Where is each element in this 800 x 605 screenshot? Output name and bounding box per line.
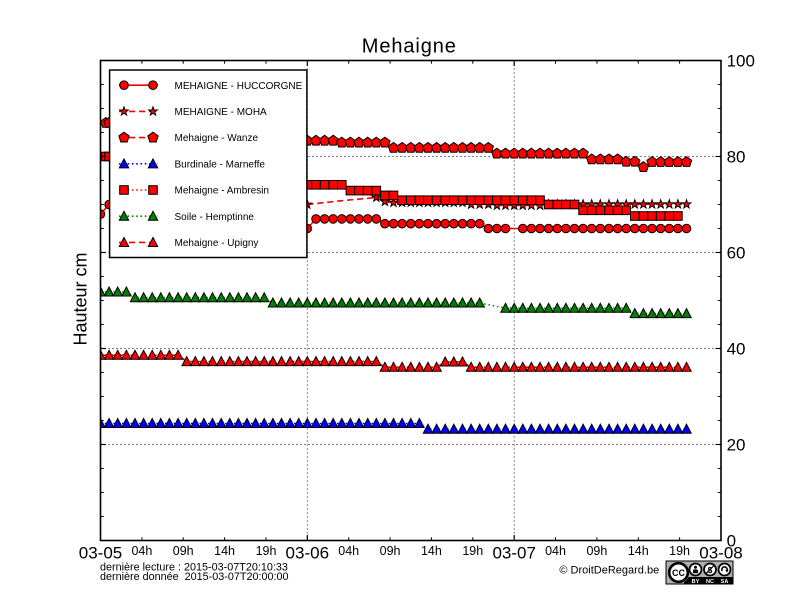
svg-text:MEHAIGNE - HUCCORGNE: MEHAIGNE - HUCCORGNE — [175, 81, 303, 92]
svg-text:60: 60 — [727, 244, 746, 263]
svg-text:CC: CC — [672, 568, 685, 578]
svg-text:40: 40 — [727, 340, 746, 359]
svg-text:04h: 04h — [338, 544, 359, 558]
svg-text:100: 100 — [727, 52, 755, 71]
svg-text:09h: 09h — [173, 544, 194, 558]
svg-text:20: 20 — [727, 436, 746, 455]
svg-text:19h: 19h — [462, 544, 483, 558]
svg-text:03-06: 03-06 — [286, 544, 329, 563]
svg-text:Hauteur cm: Hauteur cm — [71, 252, 91, 345]
svg-text:09h: 09h — [380, 544, 401, 558]
svg-text:BY: BY — [692, 579, 700, 585]
svg-text:Mehaigne - Upigny: Mehaigne - Upigny — [175, 238, 259, 249]
svg-text:Mehaigne - Ambresin: Mehaigne - Ambresin — [175, 186, 270, 197]
svg-text:© DroitDeRegard.be: © DroitDeRegard.be — [559, 565, 659, 577]
svg-text:SA: SA — [721, 579, 729, 585]
svg-text:04h: 04h — [131, 544, 152, 558]
svg-text:dernière lecture : 2015-03-07T: dernière lecture : 2015-03-07T20:10:33 — [100, 562, 288, 574]
svg-text:19h: 19h — [669, 544, 690, 558]
svg-text:Mehaigne - Wanze: Mehaigne - Wanze — [175, 133, 259, 144]
svg-text:Burdinale - Marneffe: Burdinale - Marneffe — [175, 159, 266, 170]
svg-text:NC: NC — [706, 579, 714, 585]
svg-text:04h: 04h — [545, 544, 566, 558]
svg-text:dernière donnée 2015-03-07T20: dernière donnée 2015-03-07T20:00:00 — [100, 571, 289, 583]
svg-text:14h: 14h — [421, 544, 442, 558]
svg-text:0: 0 — [727, 532, 736, 551]
svg-text:09h: 09h — [586, 544, 607, 558]
svg-text:03-07: 03-07 — [492, 544, 535, 563]
svg-text:Mehaigne: Mehaigne — [362, 36, 457, 58]
svg-text:03-05: 03-05 — [79, 544, 122, 563]
svg-text:Soile - Hemptinne: Soile - Hemptinne — [175, 212, 255, 223]
svg-text:MEHAIGNE - MOHA: MEHAIGNE - MOHA — [175, 107, 268, 118]
svg-text:14h: 14h — [628, 544, 649, 558]
svg-text:14h: 14h — [214, 544, 235, 558]
svg-text:03-08: 03-08 — [699, 544, 742, 563]
svg-text:80: 80 — [727, 148, 746, 167]
svg-text:19h: 19h — [256, 544, 277, 558]
